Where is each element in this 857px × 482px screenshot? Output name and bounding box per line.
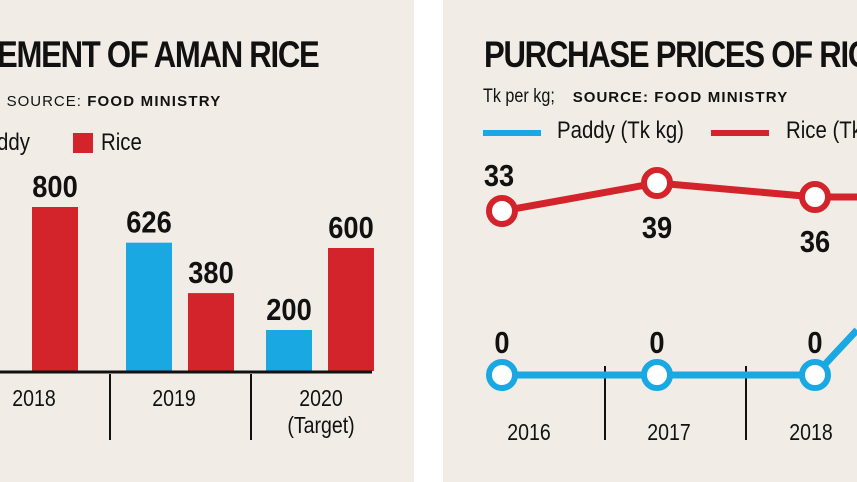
bar-value-label-rice-2018: 800 bbox=[32, 170, 78, 204]
line-series-paddy bbox=[502, 327, 857, 379]
right-source-label: SOURCE: bbox=[572, 89, 649, 106]
right-subtitle-unit: Tk per kg; bbox=[483, 86, 555, 107]
right-source-value: FOOD MINISTRY bbox=[654, 89, 789, 106]
right-legend-rice-label: Rice (Tk bbox=[786, 117, 857, 144]
line-tick-label-2016: 2016 bbox=[507, 420, 550, 446]
left-legend-rice-label: Rice bbox=[101, 129, 142, 156]
left-chart-subtitle: ; SOURCE: FOOD MINISTRY bbox=[0, 90, 221, 112]
left-legend-rice-swatch bbox=[73, 133, 93, 153]
bar-value-label-paddy-2019: 626 bbox=[126, 206, 172, 240]
line-point-paddy-2018 bbox=[799, 359, 831, 391]
line-point-paddy-2016 bbox=[486, 359, 518, 391]
line-value-label-paddy-2016: 0 bbox=[494, 326, 509, 360]
bar-value-label-rice-2019: 380 bbox=[188, 257, 234, 291]
line-value-label-rice-2017: 39 bbox=[642, 211, 672, 245]
bar-tick-label-2019: 2019 bbox=[152, 386, 195, 412]
left-chart-title: EMENT OF AMAN RICE bbox=[0, 34, 320, 75]
line-point-rice-2016 bbox=[486, 195, 518, 227]
left-chart-panel: EMENT OF AMAN RICE ; SOURCE: FOOD MINIST… bbox=[0, 0, 414, 482]
line-value-label-paddy-2017: 0 bbox=[649, 326, 664, 360]
left-bar-chart: 0 800 626 380 200 600 2018 2019 2020(Target) bbox=[0, 170, 374, 440]
line-point-rice-2017 bbox=[641, 167, 673, 199]
left-source-label: SOURCE: bbox=[6, 93, 82, 110]
bar-rice-2018 bbox=[32, 207, 78, 371]
bar-value-label-paddy-2020: 200 bbox=[266, 293, 312, 327]
line-value-label-rice-2018: 36 bbox=[800, 225, 830, 259]
right-legend-paddy-swatch bbox=[483, 130, 541, 136]
line-point-paddy-2017 bbox=[641, 359, 673, 391]
line-point-rice-2018 bbox=[799, 181, 831, 213]
right-chart-title: PURCHASE PRICES OF RIC bbox=[484, 34, 857, 75]
right-chart-panel: PURCHASE PRICES OF RIC Tk per kg; SOURCE… bbox=[443, 0, 857, 482]
bar-paddy-2019 bbox=[126, 242, 172, 371]
right-line-chart: 0 0 0 33 39 36 2016 2017 2018 bbox=[484, 159, 857, 446]
line-tick-label-2018: 2018 bbox=[789, 420, 832, 446]
bar-tick-label-2020: 2020 bbox=[299, 386, 343, 412]
right-legend-rice-swatch bbox=[711, 130, 769, 136]
line-value-label-paddy-2018: 0 bbox=[807, 326, 822, 360]
left-source-value: FOOD MINISTRY bbox=[87, 93, 222, 110]
right-chart-subtitle: Tk per kg; SOURCE: FOOD MINISTRY bbox=[483, 86, 788, 108]
right-legend-paddy-label: Paddy (Tk kg) bbox=[557, 117, 684, 144]
line-tick-label-2017: 2017 bbox=[647, 420, 690, 446]
line-value-label-rice-2016: 33 bbox=[484, 159, 514, 193]
bar-rice-2020 bbox=[328, 248, 374, 371]
bar-paddy-2020 bbox=[266, 330, 312, 371]
bar-value-label-paddy-2018: 0 bbox=[0, 334, 1, 368]
bar-rice-2019 bbox=[188, 293, 234, 371]
bar-tick-sublabel-2020: (Target) bbox=[287, 413, 354, 439]
line-series-rice bbox=[501, 179, 857, 215]
bar-tick-label-2018: 2018 bbox=[12, 386, 55, 412]
bar-value-label-rice-2020: 600 bbox=[328, 211, 374, 245]
left-legend-paddy-label: ddy bbox=[0, 129, 30, 156]
